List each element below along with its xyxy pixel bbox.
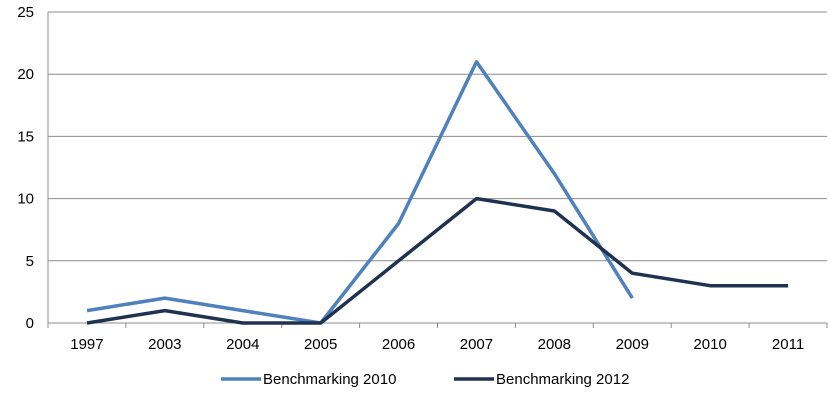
x-tick-label: 2003	[148, 336, 181, 353]
axes	[47, 12, 828, 328]
x-tick-label: 2008	[538, 336, 571, 353]
y-tick-labels: 0 5 10 15 20 25	[17, 4, 34, 332]
legend-label: Benchmarking 2010	[263, 371, 396, 388]
legend-label: Benchmarking 2012	[496, 371, 629, 388]
x-tick-label: 2009	[616, 336, 649, 353]
x-tick-label: 2011	[772, 336, 804, 353]
x-tick-label: 2004	[226, 336, 259, 353]
y-tick-label: 10	[17, 191, 34, 208]
x-tick-labels: 1997 2003 2004 2005 2006 2007 2008 2009 2010 2011	[70, 336, 804, 353]
x-tick-label: 1997	[70, 336, 103, 353]
x-tick-label: 2010	[693, 336, 726, 353]
y-tick-label: 20	[17, 66, 34, 83]
x-tick-label: 2005	[304, 336, 337, 353]
y-tick-label: 5	[26, 253, 34, 270]
y-tick-label: 25	[17, 4, 34, 21]
series-line-1	[86, 60, 634, 325]
gridlines	[48, 11, 827, 262]
series-lines	[86, 60, 789, 325]
series-line-2	[86, 196, 789, 325]
y-tick-label: 0	[26, 315, 34, 332]
x-tick-label: 2007	[460, 336, 493, 353]
x-tick-label: 2006	[382, 336, 415, 353]
legend: Benchmarking 2010 Benchmarking 2012	[221, 371, 629, 388]
y-tick-label: 15	[17, 128, 34, 145]
